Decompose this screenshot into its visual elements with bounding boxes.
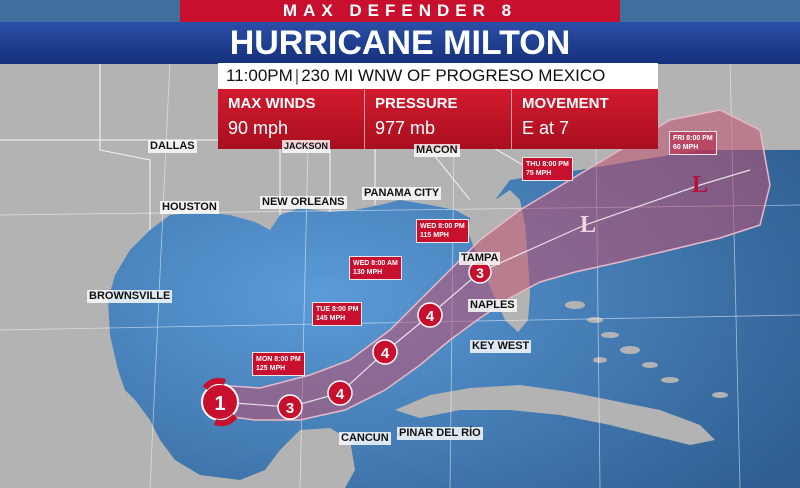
- advisory-location: 230 MI WNW OF PROGRESO MEXICO: [301, 66, 606, 85]
- city-houston: HOUSTON: [160, 201, 219, 214]
- pressure-stat: PRESSURE 977 mb: [365, 89, 512, 149]
- city-brownsville: BROWNSVILLE: [87, 290, 173, 303]
- city-key-west: KEY WEST: [470, 340, 532, 353]
- forecast-hurricane-icons: [277, 260, 492, 420]
- current-position-icon: [201, 377, 239, 427]
- city-tampa: TAMPA: [459, 252, 501, 265]
- max-winds-value: 90 mph: [228, 118, 289, 138]
- current-category: 1: [214, 393, 225, 415]
- storm-title: HURRICANE MILTON: [0, 22, 800, 64]
- max-winds-label: MAX WINDS: [228, 95, 316, 112]
- pressure-value: 977 mb: [375, 118, 436, 138]
- forecast-wind: 115 MPH: [420, 232, 449, 239]
- city-cancun: CANCUN: [339, 432, 391, 445]
- forecast-day: FRI 8:00 PM: [673, 135, 713, 142]
- category-wed-pm: 4: [426, 308, 435, 325]
- forecast-wind: 145 MPH: [316, 315, 346, 322]
- pressure-label: PRESSURE: [375, 95, 458, 112]
- movement-stat: MOVEMENT E at 7: [512, 89, 658, 149]
- forecast-day: TUE 8:00 PM: [316, 306, 359, 313]
- mexico-land: [0, 400, 355, 488]
- forecast-cone: [214, 109, 771, 421]
- advisory-time: 11:00PM: [226, 66, 293, 85]
- city-panama-city: PANAMA CITY: [362, 187, 442, 200]
- forecast-day: THU 8:00 PM: [526, 161, 569, 168]
- forecast-wind: 125 MPH: [256, 365, 286, 372]
- category-wed-am: 4: [381, 345, 390, 362]
- max-winds-stat: MAX WINDS 90 mph: [218, 89, 365, 149]
- category-tampa: 3: [476, 265, 484, 281]
- cuba-land: [395, 385, 715, 445]
- city-jackson: JACKSON: [282, 140, 331, 153]
- category-mon: 3: [286, 400, 294, 417]
- movement-value: E at 7: [522, 118, 570, 138]
- forecast-label-tue: TUE 8:00 PM 145 MPH: [312, 302, 363, 326]
- bahamas-land: [565, 301, 728, 398]
- city-naples: NAPLES: [468, 299, 517, 312]
- station-brand: MAX DEFENDER 8: [180, 0, 620, 22]
- header-banner: MAX DEFENDER 8 HURRICANE MILTON: [0, 0, 800, 64]
- low-marker-thu: L: [580, 212, 596, 238]
- forecast-label-thu: THU 8:00 PM 75 MPH: [522, 157, 573, 181]
- low-marker-fri: L: [692, 172, 708, 198]
- forecast-label-mon: MON 8:00 PM 125 MPH: [252, 352, 305, 376]
- forecast-day: WED 8:00 PM: [420, 223, 465, 230]
- category-tue: 4: [336, 386, 345, 403]
- movement-label: MOVEMENT: [522, 95, 609, 112]
- forecast-label-wed-am: WED 8:00 AM 130 MPH: [349, 256, 402, 280]
- forecast-label-wed-pm: WED 8:00 PM 115 MPH: [416, 219, 469, 243]
- storm-info-panel: 11:00PM | 230 MI WNW OF PROGRESO MEXICO MA…: [218, 63, 658, 149]
- city-pinar-del-rio: PINAR DEL RÍO: [397, 427, 483, 440]
- city-macon: MACON: [414, 144, 460, 157]
- forecast-wind: 60 MPH: [673, 144, 699, 151]
- forecast-wind: 75 MPH: [526, 170, 552, 177]
- advisory-line: 11:00PM | 230 MI WNW OF PROGRESO MEXICO: [218, 63, 658, 89]
- forecast-wind: 130 MPH: [353, 269, 383, 276]
- forecast-day: WED 8:00 AM: [353, 260, 398, 267]
- forecast-day: MON 8:00 PM: [256, 356, 301, 363]
- city-dallas: DALLAS: [148, 140, 197, 153]
- city-new-orleans: NEW ORLEANS: [260, 196, 347, 209]
- forecast-label-fri: FRI 8:00 PM 60 MPH: [669, 131, 717, 155]
- storm-stats: MAX WINDS 90 mph PRESSURE 977 mb MOVEMEN…: [218, 89, 658, 149]
